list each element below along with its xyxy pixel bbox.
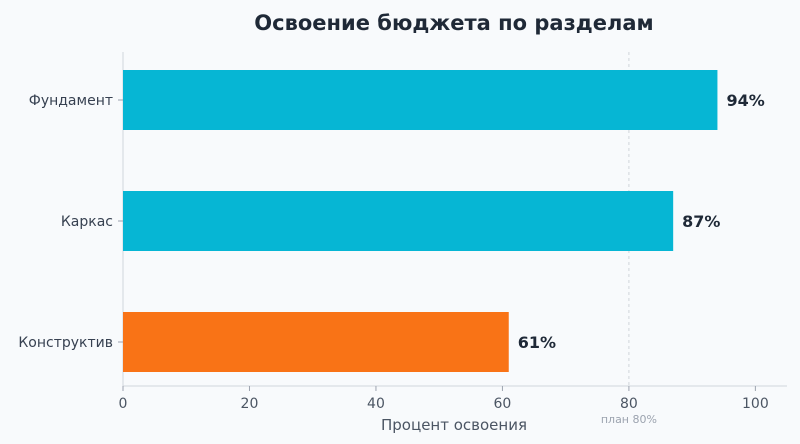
x-tick-label: 40 (367, 396, 385, 412)
category-label: Конструктив (18, 335, 113, 351)
x-tick-label: 60 (494, 396, 512, 412)
x-tick-label: 100 (742, 396, 769, 412)
x-tick-label: 80 (620, 396, 638, 412)
bar (123, 191, 674, 251)
x-axis-label: Процент освоения (381, 416, 527, 434)
x-tick-label: 0 (119, 396, 128, 412)
category-label: Фундамент (29, 93, 113, 109)
reference-line-label: план 80% (601, 413, 657, 426)
data-label: 94% (726, 91, 764, 110)
category-label: Каркас (61, 214, 113, 230)
x-tick-label: 20 (241, 396, 259, 412)
data-label: 61% (518, 333, 556, 352)
plot-area: план 80% Фундамент 94% Каркас 87% Конструктив… (18, 52, 787, 426)
chart-title: Освоение бюджета по разделам (254, 11, 653, 35)
bar (123, 70, 718, 130)
bar (123, 312, 509, 372)
data-label: 87% (682, 212, 720, 231)
